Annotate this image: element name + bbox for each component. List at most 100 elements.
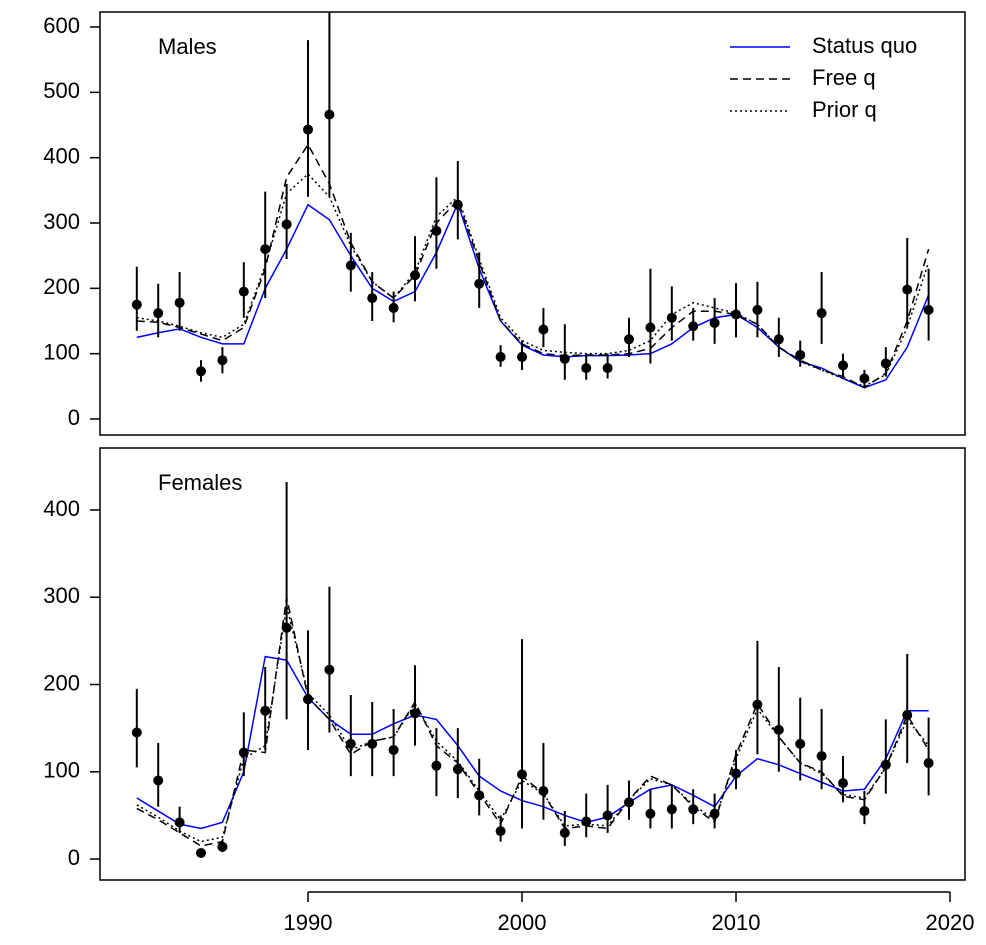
y-tick-label: 500	[43, 78, 80, 103]
data-point	[217, 355, 228, 366]
series-line	[136, 597, 930, 847]
data-point	[281, 622, 292, 633]
legend-label: Free q	[812, 65, 876, 90]
data-point	[196, 366, 207, 377]
data-point	[452, 764, 463, 775]
data-point	[773, 334, 784, 345]
data-point	[174, 297, 185, 308]
data-point	[795, 738, 806, 749]
data-point	[238, 747, 249, 758]
data-point	[153, 308, 164, 319]
data-point	[495, 826, 506, 837]
data-point	[731, 309, 742, 320]
data-point	[538, 785, 549, 796]
data-point	[709, 808, 720, 819]
data-point	[260, 705, 271, 716]
data-point	[902, 284, 913, 295]
data-point	[303, 694, 314, 705]
data-point	[838, 360, 849, 371]
y-tick-label: 100	[43, 758, 80, 783]
data-point	[752, 304, 763, 315]
data-point	[880, 759, 891, 770]
data-point	[838, 778, 849, 789]
data-point	[131, 727, 142, 738]
data-point	[281, 219, 292, 230]
data-point	[345, 738, 356, 749]
data-point	[367, 738, 378, 749]
legend-label: Status quo	[812, 33, 917, 58]
data-point	[238, 286, 249, 297]
data-point	[666, 804, 677, 815]
data-point	[602, 363, 613, 374]
data-point	[517, 769, 528, 780]
y-tick-label: 400	[43, 143, 80, 168]
data-point	[474, 278, 485, 289]
data-point	[324, 664, 335, 675]
data-point	[816, 308, 827, 319]
data-point	[452, 199, 463, 210]
data-point	[324, 109, 335, 120]
data-point	[752, 699, 763, 710]
y-tick-label: 300	[43, 209, 80, 234]
y-tick-label: 0	[68, 845, 80, 870]
data-point	[431, 225, 442, 236]
series-line	[136, 655, 929, 830]
y-tick-label: 600	[43, 13, 80, 38]
data-point	[217, 841, 228, 852]
panel-label: Females	[158, 470, 242, 495]
data-point	[581, 363, 592, 374]
data-point	[538, 324, 549, 335]
data-point	[388, 744, 399, 755]
plot-frame	[99, 447, 966, 881]
data-point	[923, 758, 934, 769]
data-point	[517, 351, 528, 362]
data-point	[260, 244, 271, 255]
data-point	[880, 358, 891, 369]
data-point	[559, 353, 570, 364]
x-tick-label: 1990	[284, 910, 333, 935]
data-point	[688, 804, 699, 815]
data-point	[859, 373, 870, 384]
data-point	[581, 816, 592, 827]
data-point	[474, 790, 485, 801]
plot-area	[131, 12, 934, 389]
data-point	[131, 299, 142, 310]
data-point	[174, 817, 185, 828]
data-point	[709, 317, 720, 328]
data-point	[153, 775, 164, 786]
data-point	[688, 321, 699, 332]
data-point	[303, 124, 314, 135]
y-tick-label: 400	[43, 496, 80, 521]
series-line	[136, 172, 930, 388]
panel-label: Males	[158, 34, 217, 59]
data-point	[431, 760, 442, 771]
y-tick-label: 100	[43, 339, 80, 364]
data-point	[602, 810, 613, 821]
x-tick-label: 2020	[926, 910, 975, 935]
data-point	[410, 708, 421, 719]
data-point	[624, 797, 635, 808]
series-line	[136, 201, 930, 389]
data-point	[731, 768, 742, 779]
data-point	[902, 710, 913, 721]
data-point	[795, 349, 806, 360]
data-point	[495, 351, 506, 362]
data-point	[559, 827, 570, 838]
y-tick-label: 200	[43, 274, 80, 299]
data-point	[367, 293, 378, 304]
y-tick-label: 0	[68, 405, 80, 430]
data-point	[624, 334, 635, 345]
data-point	[773, 724, 784, 735]
data-point	[410, 270, 421, 281]
data-point	[645, 808, 656, 819]
x-tick-label: 2000	[498, 910, 547, 935]
data-point	[345, 260, 356, 271]
x-tick-label: 2010	[712, 910, 761, 935]
data-point	[645, 322, 656, 333]
y-tick-label: 300	[43, 583, 80, 608]
legend-label: Prior q	[812, 97, 877, 122]
data-point	[816, 751, 827, 762]
data-point	[196, 847, 207, 858]
data-point	[923, 304, 934, 315]
